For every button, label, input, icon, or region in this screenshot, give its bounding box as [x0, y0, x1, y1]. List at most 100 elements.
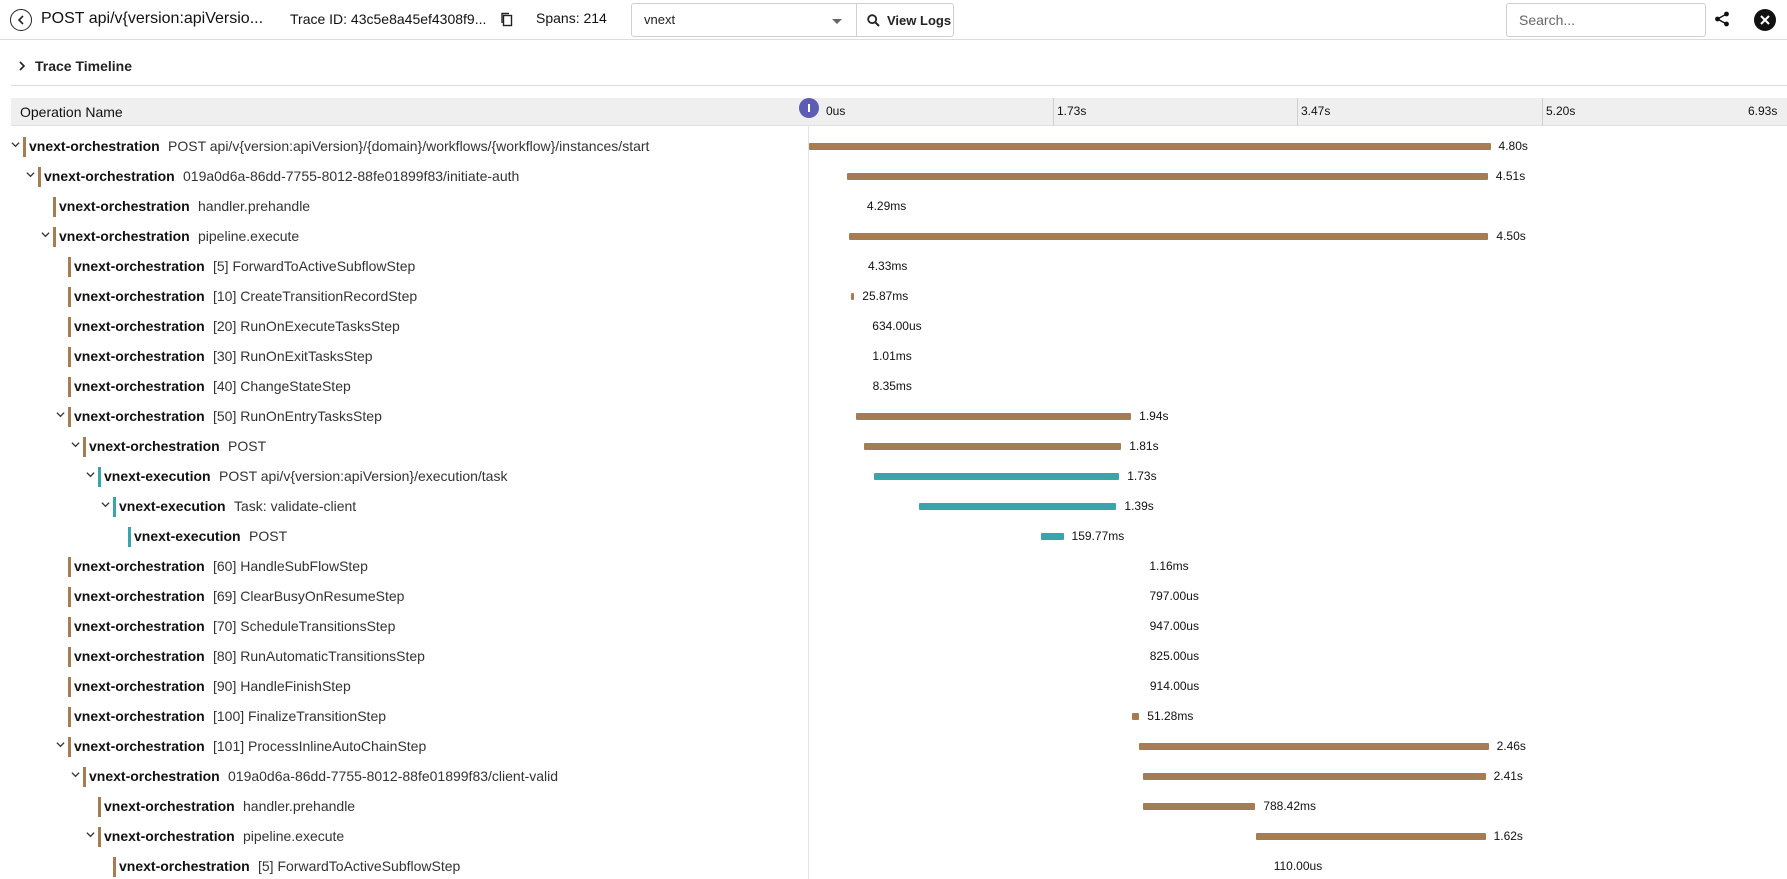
close-icon[interactable] — [1754, 9, 1776, 31]
tick-line — [1542, 98, 1543, 126]
span-row[interactable]: vnext-orchestration 019a0d6a-86dd-7755-80… — [11, 160, 1787, 190]
span-duration-label: 634.00us — [872, 319, 922, 333]
span-operation-name: [90] HandleFinishStep — [213, 678, 351, 694]
span-operation-name: [20] RunOnExecuteTasksStep — [213, 318, 400, 334]
span-row[interactable]: vnext-orchestration [50] RunOnEntryTasksS… — [11, 400, 1787, 430]
span-count: Spans: 214 — [536, 10, 607, 26]
span-row[interactable]: vnext-orchestration [5] ForwardToActiveSu… — [11, 250, 1787, 280]
span-row[interactable]: vnext-orchestration [69] ClearBusyOnResum… — [11, 580, 1787, 610]
span-row[interactable]: vnext-orchestration handler.prehandle 788.… — [11, 790, 1787, 820]
chevron-down-icon[interactable] — [86, 830, 95, 839]
service-color-bar — [68, 617, 71, 637]
span-service-name: vnext-orchestration — [74, 648, 205, 664]
span-duration-label: 914.00us — [1149, 679, 1200, 693]
span-duration-label: 1.81s — [1129, 439, 1159, 453]
span-duration-label: 825.00us — [1149, 649, 1200, 663]
span-row[interactable]: vnext-execution POST api/v{version:apiVer… — [11, 460, 1787, 490]
span-operation-name: [5] ForwardToActiveSubflowStep — [258, 858, 461, 874]
share-icon[interactable] — [1714, 11, 1730, 27]
span-row[interactable]: vnext-orchestration pipeline.execute 4.50s — [11, 220, 1787, 250]
service-color-bar — [113, 857, 116, 877]
span-row[interactable]: vnext-orchestration [70] ScheduleTransiti… — [11, 610, 1787, 640]
view-logs-label: View Logs — [887, 12, 952, 28]
span-operation-name: POST — [249, 528, 288, 544]
span-duration-label: 8.35ms — [872, 379, 912, 393]
span-duration-bar[interactable] — [855, 413, 1132, 420]
span-duration-bar[interactable] — [1132, 713, 1140, 720]
span-row[interactable]: vnext-orchestration [60] HandleSubFlowSte… — [11, 550, 1787, 580]
service-select[interactable]: vnext — [631, 3, 857, 37]
span-operation-name: pipeline.execute — [243, 828, 345, 844]
chevron-down-icon[interactable] — [71, 440, 80, 449]
span-duration-bar[interactable] — [1255, 833, 1486, 840]
span-duration-bar[interactable] — [864, 443, 1122, 450]
span-duration-bar[interactable] — [873, 473, 1120, 480]
span-operation-name: pipeline.execute — [198, 228, 300, 244]
span-service-name: vnext-orchestration — [74, 408, 205, 424]
span-duration-bar[interactable] — [809, 143, 1491, 150]
service-color-bar — [68, 317, 71, 337]
search-input[interactable] — [1506, 3, 1706, 37]
span-row[interactable]: vnext-orchestration [20] RunOnExecuteTask… — [11, 310, 1787, 340]
span-service-name: vnext-orchestration — [74, 708, 205, 724]
span-row[interactable]: vnext-orchestration 019a0d6a-86dd-7755-80… — [11, 760, 1787, 790]
chevron-down-icon[interactable] — [101, 500, 110, 509]
span-service-name: vnext-orchestration — [74, 678, 205, 694]
operation-name-header: Operation Name — [20, 104, 123, 120]
span-row[interactable]: vnext-orchestration [90] HandleFinishStep… — [11, 670, 1787, 700]
span-service-name: vnext-orchestration — [59, 228, 190, 244]
span-duration-bar[interactable] — [1143, 773, 1486, 780]
span-operation-name: POST api/v{version:apiVersion}/{domain}/… — [168, 138, 650, 154]
span-row[interactable]: vnext-orchestration handler.prehandle 4.29… — [11, 190, 1787, 220]
view-logs-button[interactable]: View Logs — [857, 3, 954, 37]
span-duration-label: 947.00us — [1149, 619, 1199, 633]
chevron-down-icon[interactable] — [26, 170, 35, 179]
span-service-name: vnext-orchestration — [74, 258, 205, 274]
span-row[interactable]: vnext-execution Task: validate-client 1.39… — [11, 490, 1787, 520]
span-row[interactable]: vnext-orchestration POST api/v{version:ap… — [11, 130, 1787, 160]
span-row[interactable]: vnext-orchestration [30] RunOnExitTasksSt… — [11, 340, 1787, 370]
span-service-name: vnext-orchestration — [104, 798, 235, 814]
span-duration-label: 1.62s — [1493, 829, 1523, 843]
back-button[interactable] — [10, 9, 32, 31]
span-duration-bar[interactable] — [1040, 533, 1064, 540]
span-row[interactable]: vnext-orchestration [100] FinalizeTransit… — [11, 700, 1787, 730]
chevron-down-icon[interactable] — [11, 140, 20, 149]
timeline-scrubber-handle[interactable] — [799, 98, 819, 118]
span-row[interactable]: vnext-orchestration [101] ProcessInlineAu… — [11, 730, 1787, 760]
chevron-down-icon[interactable] — [71, 770, 80, 779]
span-service-name: vnext-orchestration — [74, 378, 205, 394]
chevron-down-icon[interactable] — [56, 410, 65, 419]
span-duration-bar[interactable] — [850, 293, 855, 300]
span-row[interactable]: vnext-execution POST 159.77ms — [11, 520, 1787, 550]
chevron-down-icon[interactable] — [41, 230, 50, 239]
span-duration-label: 797.00us — [1149, 589, 1199, 603]
span-duration-bar[interactable] — [1139, 743, 1489, 750]
span-duration-label: 159.77ms — [1071, 529, 1125, 543]
chevron-left-icon — [17, 15, 24, 25]
span-duration-bar[interactable] — [849, 233, 1489, 240]
service-color-bar — [83, 767, 86, 787]
span-duration-bar[interactable] — [919, 503, 1117, 510]
chevron-down-icon[interactable] — [86, 470, 95, 479]
span-duration-label: 25.87ms — [862, 289, 909, 303]
service-color-bar — [38, 167, 41, 187]
span-service-name: vnext-orchestration — [74, 348, 205, 364]
copy-icon[interactable] — [500, 12, 514, 27]
span-row[interactable]: vnext-orchestration [5] ForwardToActiveSu… — [11, 850, 1787, 879]
span-row[interactable]: vnext-orchestration [80] RunAutomaticTran… — [11, 640, 1787, 670]
span-service-name: vnext-orchestration — [89, 768, 220, 784]
span-row[interactable]: vnext-orchestration [40] ChangeStateStep 8… — [11, 370, 1787, 400]
span-operation-name: [100] FinalizeTransitionStep — [213, 708, 387, 724]
span-duration-label: 788.42ms — [1263, 799, 1317, 813]
span-duration-bar[interactable] — [1143, 803, 1256, 810]
span-operation-name: [40] ChangeStateStep — [213, 378, 351, 394]
chevron-down-icon[interactable] — [56, 740, 65, 749]
column-divider[interactable] — [808, 126, 809, 879]
trace-timeline-toggle[interactable]: Trace Timeline — [11, 46, 1787, 86]
span-row[interactable]: vnext-orchestration pipeline.execute 1.62s — [11, 820, 1787, 850]
span-service-name: vnext-orchestration — [74, 288, 205, 304]
span-row[interactable]: vnext-orchestration [10] CreateTransition… — [11, 280, 1787, 310]
span-duration-bar[interactable] — [847, 173, 1488, 180]
span-row[interactable]: vnext-orchestration POST 1.81s — [11, 430, 1787, 460]
